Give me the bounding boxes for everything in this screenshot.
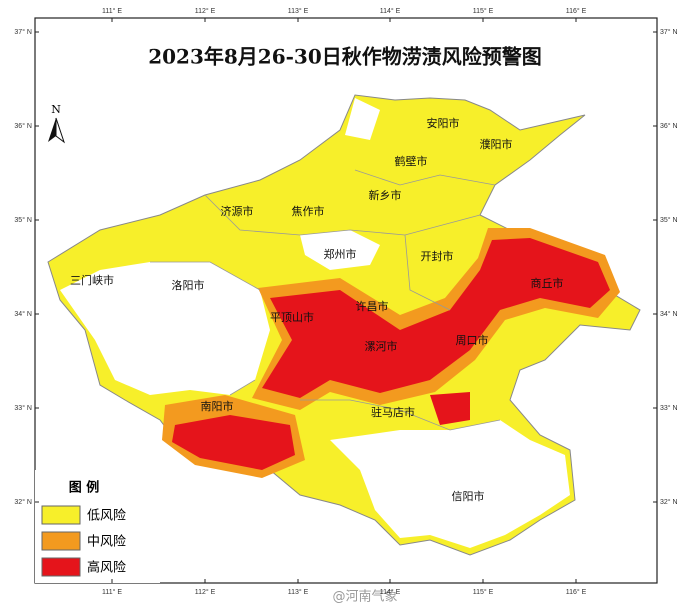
city-label: 洛阳市 (172, 278, 205, 292)
city-label: 新乡市 (369, 188, 402, 202)
no-risk-area (300, 230, 380, 270)
legend-label: 中风险 (87, 535, 126, 550)
legend-swatch (41, 531, 81, 551)
city-label: 驻马店市 (371, 405, 415, 419)
lat-tick-label: 37° N (14, 28, 32, 36)
lon-tick-label: 114° E (380, 7, 401, 15)
north-arrow (55, 117, 65, 144)
city-label: 开封市 (421, 249, 454, 263)
city-label: 济源市 (221, 204, 254, 218)
city-label: 郑州市 (324, 247, 357, 261)
legend-label: 低风险 (87, 509, 126, 524)
lon-tick-label: 114° E (380, 588, 401, 596)
no-risk-area (345, 98, 380, 140)
no-risk-area (330, 420, 570, 548)
map-title: 2023年8月26-30日秋作物涝渍风险预警图 (148, 45, 542, 69)
legend-title: 图 例 (69, 480, 100, 496)
watermark: @河南气象 (332, 589, 397, 605)
city-label: 南阳市 (201, 399, 234, 413)
map-frame (34, 17, 658, 584)
city-label: 漯河市 (365, 339, 398, 353)
city-label: 三门峡市 (70, 273, 114, 287)
city-boundaries (150, 169, 501, 431)
lat-tick-label: 37° N (660, 28, 678, 36)
lat-tick-label: 35° N (660, 216, 678, 224)
lon-tick-label: 116° E (566, 7, 587, 15)
north-label: N (51, 103, 61, 116)
no-risk-area (60, 262, 270, 395)
lat-tick-label: 34° N (14, 310, 32, 318)
lat-tick-label: 36° N (660, 122, 678, 130)
lon-tick-label: 113° E (288, 7, 309, 15)
legend-label: 高风险 (87, 560, 126, 576)
lon-tick-label: 116° E (566, 588, 587, 596)
lon-tick-label: 115° E (473, 588, 494, 596)
lat-tick-label: 34° N (660, 310, 678, 318)
city-label: 商丘市 (531, 276, 564, 290)
high-risk-area (430, 392, 470, 425)
city-label: 安阳市 (427, 116, 460, 130)
lon-tick-label: 113° E (288, 588, 309, 596)
city-label: 周口市 (456, 333, 489, 347)
legend-swatch (41, 557, 81, 577)
lat-tick-label: 33° N (14, 404, 32, 412)
lon-tick-label: 115° E (473, 7, 494, 15)
north-arrow (48, 118, 56, 142)
city-label: 焦作市 (292, 204, 325, 218)
lon-tick-label: 111° E (102, 7, 122, 15)
high-risk-area (172, 415, 295, 470)
lat-tick-label: 32° N (660, 498, 678, 506)
city-label: 濮阳市 (480, 137, 513, 151)
lon-tick-label: 111° E (102, 588, 122, 596)
city-label: 平顶山市 (270, 310, 314, 324)
high-risk-area (262, 238, 610, 398)
lat-tick-label: 35° N (14, 216, 32, 224)
lat-tick-label: 36° N (14, 122, 32, 130)
legend-swatch (41, 505, 81, 525)
lat-tick-label: 33° N (660, 404, 678, 412)
lat-tick-label: 32° N (14, 498, 32, 506)
lon-tick-label: 112° E (195, 588, 216, 596)
lon-tick-label: 112° E (195, 7, 216, 15)
city-label: 鹤壁市 (395, 154, 428, 168)
city-label: 信阳市 (452, 489, 485, 503)
city-label: 许昌市 (356, 299, 389, 313)
